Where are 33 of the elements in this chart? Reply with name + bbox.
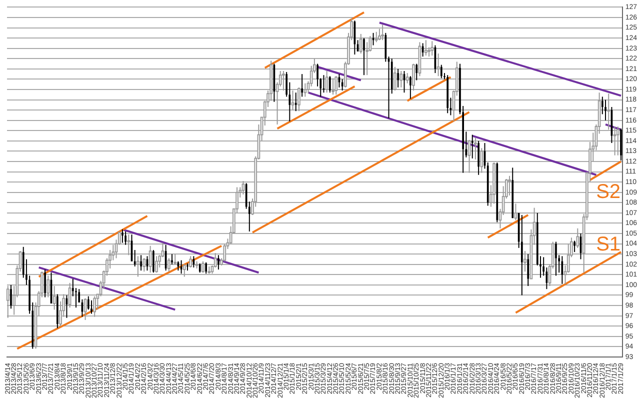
candlestick	[555, 241, 557, 276]
candlestick	[520, 214, 523, 296]
candlestick	[363, 38, 365, 76]
candlestick	[574, 240, 576, 253]
candlestick	[87, 296, 90, 310]
candlestick	[301, 74, 303, 98]
annotation: S2	[596, 181, 621, 204]
candlestick	[410, 76, 412, 100]
candlestick	[198, 262, 201, 274]
candlestick	[140, 254, 142, 272]
candlestick	[440, 64, 442, 79]
candlestick	[561, 256, 564, 284]
candlestick	[90, 300, 92, 314]
candlestick	[471, 134, 474, 159]
annotation: S1	[596, 234, 621, 256]
candlestick	[397, 68, 399, 88]
candlestick	[294, 92, 297, 112]
candlestick	[10, 284, 12, 310]
candlestick	[384, 32, 387, 62]
candlestick	[527, 254, 530, 286]
candlestick	[328, 76, 331, 94]
candlestick	[192, 256, 195, 268]
candlestick	[604, 99, 606, 121]
candlestick	[171, 254, 173, 265]
candlestick	[134, 249, 136, 267]
candlestick	[205, 262, 207, 274]
candlestick	[152, 249, 154, 274]
candlestick	[124, 230, 126, 246]
candlestick	[416, 63, 418, 81]
candlestick	[44, 269, 46, 298]
candlestick	[478, 140, 480, 176]
candlestick	[218, 254, 220, 270]
candlestick	[122, 228, 124, 244]
